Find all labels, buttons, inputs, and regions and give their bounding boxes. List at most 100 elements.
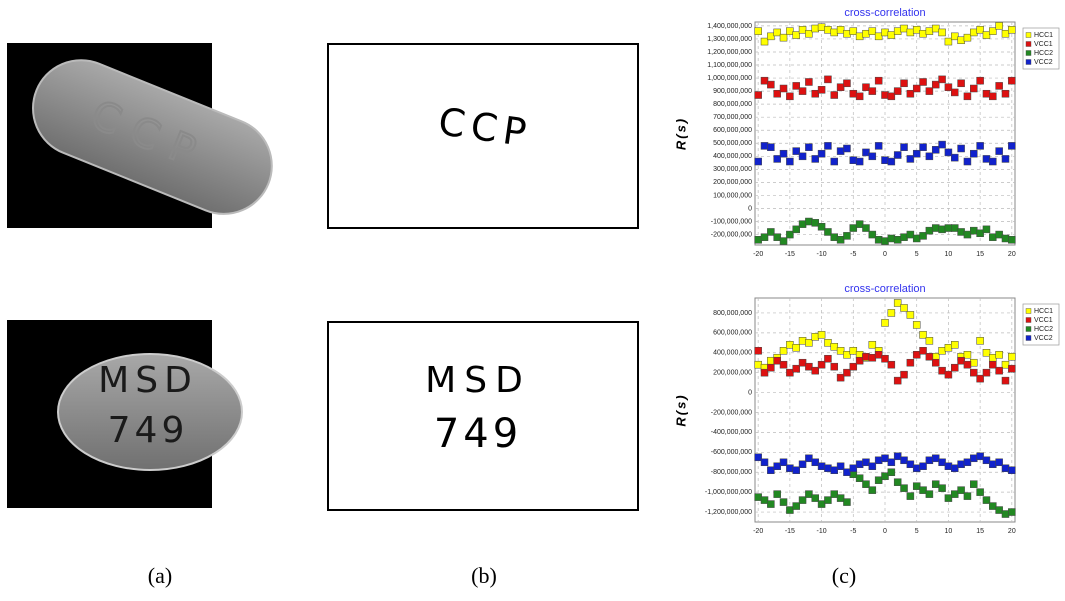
marker [754, 453, 762, 462]
marker [868, 87, 877, 95]
marker [951, 341, 959, 349]
marker [868, 462, 877, 470]
binary-imprint: MSD [425, 360, 531, 401]
marker [760, 142, 769, 150]
marker [811, 458, 819, 467]
marker [919, 143, 927, 151]
marker [951, 32, 959, 41]
marker [900, 456, 908, 465]
marker [862, 83, 870, 91]
x-tick-label: -20 [753, 528, 763, 535]
marker [862, 480, 870, 488]
marker [836, 494, 845, 502]
marker [881, 156, 889, 164]
marker [912, 321, 921, 329]
marker [938, 75, 946, 84]
marker [893, 478, 902, 486]
x-tick-label: 10 [945, 251, 953, 258]
marker [792, 502, 800, 510]
legend-label: VCC2 [1034, 335, 1053, 342]
marker [767, 228, 775, 236]
x-tick-label: -15 [785, 528, 795, 535]
marker [906, 460, 915, 469]
marker [982, 225, 991, 234]
marker [970, 368, 978, 377]
x-tick-label: -10 [817, 528, 827, 535]
marker [798, 337, 807, 345]
marker [944, 494, 953, 502]
marker [779, 84, 788, 93]
y-tick-label: 600,000,000 [713, 127, 752, 134]
marker [957, 486, 965, 494]
marker [982, 89, 991, 98]
marker [862, 458, 870, 467]
marker [989, 353, 997, 362]
marker [805, 454, 813, 463]
marker [912, 234, 921, 243]
marker [970, 149, 978, 158]
chart-title: cross-correlation [844, 283, 925, 295]
legend-label: VCC1 [1034, 41, 1053, 48]
marker [919, 462, 927, 470]
y-tick-label: -600,000,000 [711, 449, 752, 456]
marker [817, 331, 826, 339]
marker [824, 228, 832, 236]
marker [798, 220, 807, 228]
y-tick-label: -200,000,000 [711, 231, 752, 238]
marker [887, 360, 896, 369]
marker [792, 225, 800, 234]
marker [995, 82, 1003, 90]
marker [817, 23, 826, 31]
marker [900, 484, 908, 492]
marker [811, 333, 819, 341]
marker [786, 506, 794, 514]
marker [824, 26, 832, 34]
marker [798, 152, 807, 161]
marker [970, 480, 978, 488]
marker [944, 148, 953, 157]
marker [982, 496, 991, 504]
marker [836, 462, 845, 470]
marker [957, 356, 965, 365]
marker [843, 144, 851, 153]
marker [931, 24, 940, 33]
marker [754, 91, 762, 99]
marker [963, 157, 972, 166]
marker [849, 362, 858, 371]
marker [805, 143, 813, 151]
marker [830, 490, 839, 498]
marker [989, 157, 997, 166]
y-tick-label: -400,000,000 [711, 429, 752, 436]
marker [989, 233, 997, 241]
marker [944, 224, 953, 232]
x-tick-label: 5 [915, 528, 919, 535]
marker [805, 339, 813, 347]
marker [767, 500, 775, 508]
x-tick-label: -5 [850, 528, 856, 535]
marker [925, 352, 934, 361]
marker [957, 36, 965, 45]
marker [760, 368, 769, 377]
marker [874, 456, 883, 465]
marker [995, 366, 1003, 375]
x-tick-label: 10 [945, 528, 953, 535]
marker [976, 26, 984, 34]
marker [798, 87, 807, 95]
marker [906, 155, 915, 163]
marker [817, 149, 826, 158]
marker [995, 22, 1003, 30]
marker [849, 464, 858, 472]
marker [786, 464, 794, 472]
marker [773, 233, 781, 241]
marker [824, 464, 832, 472]
marker [881, 91, 889, 99]
marker [849, 27, 858, 35]
marker [773, 462, 781, 470]
marker [957, 79, 965, 88]
marker [900, 24, 908, 33]
marker [868, 341, 877, 349]
caption: (a) [148, 563, 172, 588]
binary-imprint: 749 [434, 411, 522, 457]
marker [849, 89, 858, 98]
marker [989, 502, 997, 510]
